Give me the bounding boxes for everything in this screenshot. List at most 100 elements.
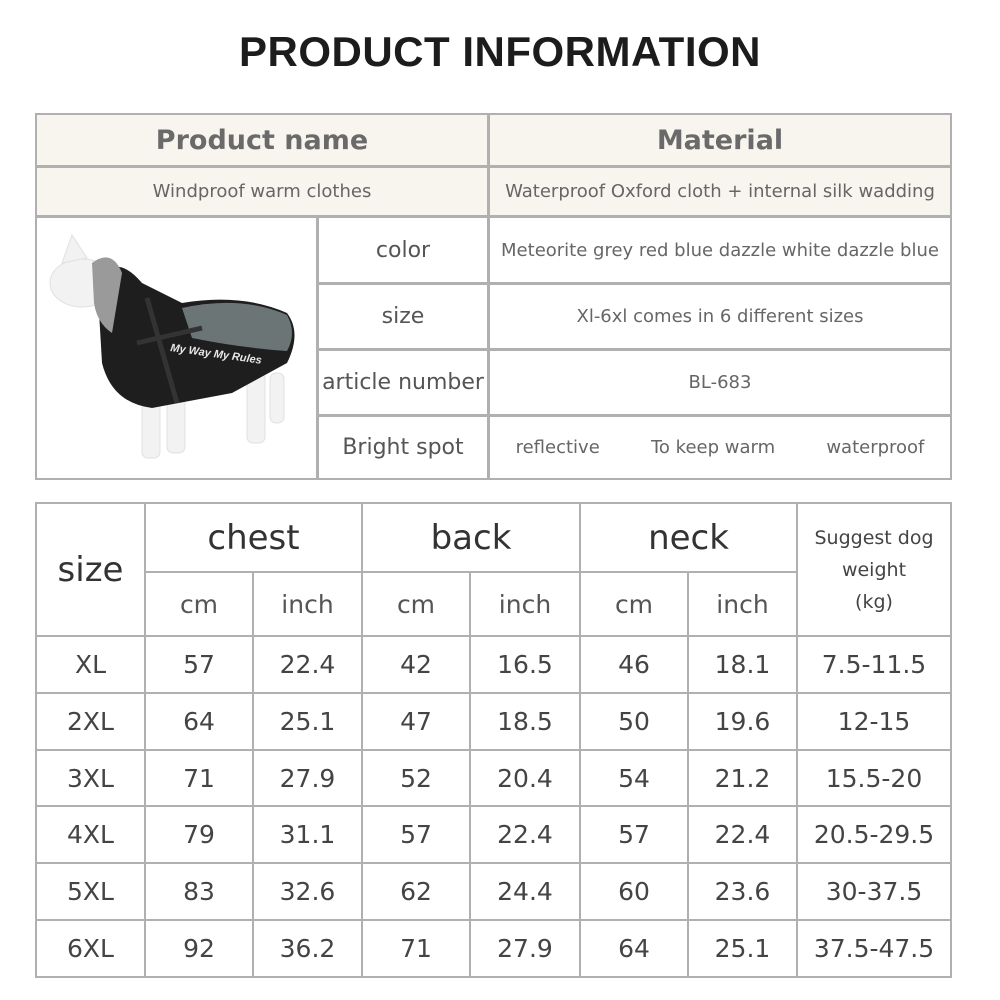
group-header-back-text: back — [430, 517, 512, 558]
table-cell: 83 — [144, 862, 254, 921]
article-number-text: BL-683 — [688, 372, 752, 393]
unit-header-text: cm — [396, 589, 436, 619]
unit-header-text: inch — [716, 589, 769, 619]
table-cell: 92 — [144, 919, 254, 978]
table-cell-text: 32.6 — [279, 877, 336, 906]
table-cell-text: 27.9 — [497, 934, 553, 963]
table-cell: 57 — [579, 805, 689, 864]
product-name-text: Windproof warm clothes — [152, 181, 372, 202]
table-cell: 30-37.5 — [796, 862, 952, 921]
group-header-back: back — [361, 502, 581, 573]
bright-spot-item: To keep warm — [650, 437, 776, 458]
color-label-text: color — [375, 237, 431, 263]
bright-spot-item: waterproof — [826, 437, 925, 458]
table-cell: 15.5-20 — [796, 749, 952, 807]
product-image: My Way My Rules — [35, 216, 318, 480]
table-cell-text: 36.2 — [279, 934, 336, 963]
table-cell-text: 31.1 — [279, 820, 336, 849]
table-cell: 27.9 — [469, 919, 581, 978]
size-cell: 6XL — [35, 919, 146, 978]
table-cell-text: 92 — [183, 934, 215, 963]
table-cell: 7.5-11.5 — [796, 635, 952, 694]
table-cell: 42 — [361, 635, 471, 694]
color-label: color — [317, 216, 489, 284]
size-cell-text: 3XL — [67, 763, 114, 793]
table-cell-text: 60 — [618, 877, 650, 906]
unit-header: cm — [361, 571, 471, 637]
table-cell-text: 12-15 — [837, 707, 911, 736]
table-cell: 21.2 — [687, 749, 798, 807]
size-header: size — [35, 502, 146, 637]
size-label: size — [317, 283, 489, 350]
table-cell-text: 64 — [183, 707, 215, 736]
table-cell-text: 25.1 — [279, 707, 336, 736]
table-cell: 22.4 — [469, 805, 581, 864]
unit-header: inch — [687, 571, 798, 637]
table-cell-text: 46 — [618, 650, 650, 679]
table-cell: 19.6 — [687, 692, 798, 751]
color-value: Meteorite grey red blue dazzle white daz… — [488, 216, 952, 284]
group-header-neck-text: neck — [648, 517, 729, 558]
table-cell-text: 24.4 — [497, 877, 553, 906]
size-cell-text: XL — [74, 650, 107, 679]
table-cell: 20.5-29.5 — [796, 805, 952, 864]
table-cell-text: 57 — [400, 820, 432, 849]
table-cell-text: 22.4 — [497, 820, 553, 849]
size-cell: 3XL — [35, 749, 146, 807]
table-cell-text: 25.1 — [714, 934, 771, 963]
table-cell: 52 — [361, 749, 471, 807]
color-value-text: Meteorite grey red blue dazzle white daz… — [501, 239, 939, 261]
article-number-value: BL-683 — [488, 349, 952, 416]
size-cell-text: 6XL — [67, 934, 114, 963]
table-cell-text: 52 — [400, 763, 432, 793]
table-cell: 22.4 — [687, 805, 798, 864]
table-cell-text: 15.5-20 — [825, 763, 923, 793]
table-cell-text: 71 — [183, 763, 215, 793]
unit-header: inch — [252, 571, 363, 637]
bright-spot-item: reflective — [515, 437, 600, 458]
table-cell-text: 54 — [618, 763, 650, 793]
size-cell: 2XL — [35, 692, 146, 751]
table-cell: 18.1 — [687, 635, 798, 694]
size-value: Xl-6xl comes in 6 different sizes — [488, 283, 952, 350]
table-cell: 20.4 — [469, 749, 581, 807]
table-cell: 24.4 — [469, 862, 581, 921]
table-cell: 18.5 — [469, 692, 581, 751]
material-header: Material — [488, 113, 952, 167]
table-cell: 25.1 — [252, 692, 363, 751]
table-cell-text: 62 — [400, 877, 432, 906]
table-cell: 32.6 — [252, 862, 363, 921]
table-cell-text: 23.6 — [714, 877, 771, 906]
product-name-value: Windproof warm clothes — [35, 166, 489, 217]
material-text: Waterproof Oxford cloth + internal silk … — [505, 181, 935, 202]
article-number-label-text: article number — [322, 370, 484, 395]
dog-coat-image: My Way My Rules — [49, 233, 294, 459]
size-value-text: Xl-6xl comes in 6 different sizes — [576, 306, 864, 327]
product-name-header: Product name — [35, 113, 489, 167]
table-cell: 60 — [579, 862, 689, 921]
table-cell-text: 19.6 — [714, 707, 771, 736]
weight-header-line: (kg) — [855, 590, 893, 613]
size-cell: XL — [35, 635, 146, 694]
table-cell: 16.5 — [469, 635, 581, 694]
bright-spot-label-text: Bright spot — [342, 435, 464, 460]
weight-header-line: weight — [841, 558, 907, 581]
unit-header: cm — [579, 571, 689, 637]
table-cell-text: 42 — [400, 650, 432, 679]
table-cell-text: 27.9 — [279, 763, 336, 793]
table-cell: 79 — [144, 805, 254, 864]
table-cell-text: 47 — [400, 707, 432, 736]
material-value: Waterproof Oxford cloth + internal silk … — [488, 166, 952, 217]
table-cell: 54 — [579, 749, 689, 807]
group-header-neck: neck — [579, 502, 798, 573]
unit-header-text: inch — [281, 589, 334, 619]
table-cell-text: 7.5-11.5 — [821, 650, 927, 679]
table-cell-text: 37.5-47.5 — [813, 934, 935, 963]
table-cell: 37.5-47.5 — [796, 919, 952, 978]
weight-header-line: Suggest dog — [814, 526, 934, 549]
weight-header: Suggest dog weight (kg) — [796, 502, 952, 637]
table-cell-text: 71 — [400, 934, 432, 963]
table-cell: 57 — [144, 635, 254, 694]
unit-header: inch — [469, 571, 581, 637]
unit-header-text: cm — [614, 589, 654, 619]
